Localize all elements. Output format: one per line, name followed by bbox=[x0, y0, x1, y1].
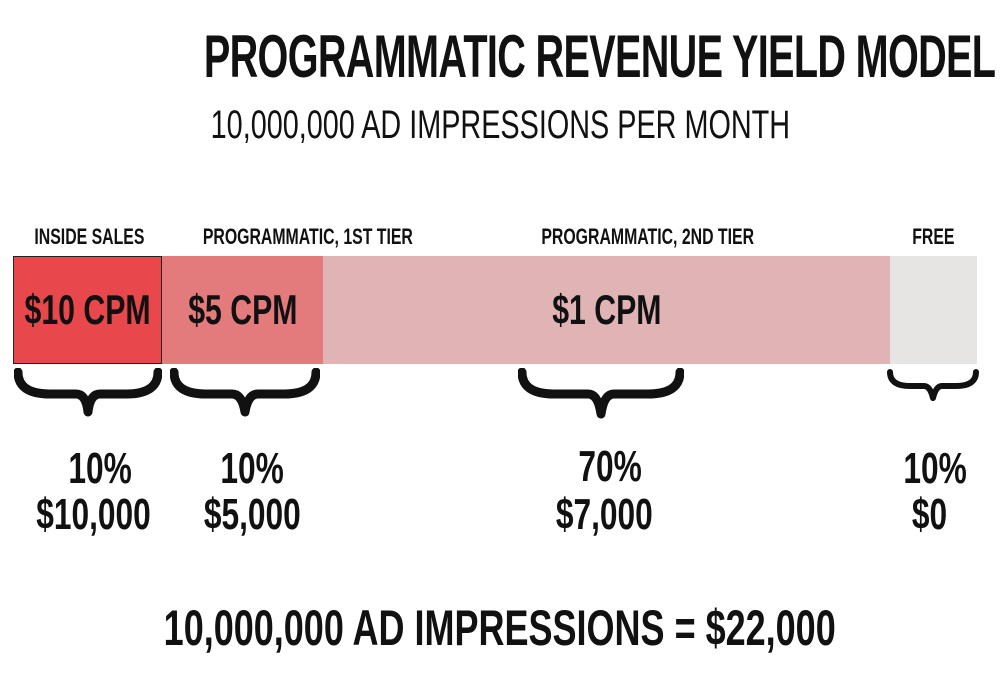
stat-percent-programmatic-tier2: 70% bbox=[578, 442, 642, 491]
diagram-subtitle: 10,000,000 AD IMPRESSIONS PER MONTH bbox=[210, 103, 790, 147]
segment-label-programmatic-tier2: PROGRAMMATIC, 2ND TIER bbox=[541, 224, 755, 249]
cpm-label-programmatic-tier2: $1 CPM bbox=[551, 286, 662, 333]
curly-brace-icon bbox=[887, 369, 979, 401]
total-summary: 10,000,000 AD IMPRESSIONS = $22,000 bbox=[163, 600, 837, 656]
diagram-title: PROGRAMMATIC REVENUE YIELD MODEL bbox=[203, 23, 996, 90]
segment-bar-programmatic-tier2: $1 CPM bbox=[323, 256, 890, 364]
curly-brace-icon bbox=[518, 368, 684, 419]
segment-bar-free bbox=[890, 256, 977, 364]
stat-percent-programmatic-tier1: 10% bbox=[220, 444, 284, 493]
stat-revenue-programmatic-tier2: $7,000 bbox=[555, 490, 653, 539]
segment-label-programmatic-tier1: PROGRAMMATIC, 1ST TIER bbox=[202, 224, 413, 249]
segment-bar-inside-sales: $10 CPM bbox=[13, 256, 162, 364]
cpm-label-programmatic-tier1: $5 CPM bbox=[187, 286, 298, 333]
stat-revenue-programmatic-tier1: $5,000 bbox=[203, 490, 301, 539]
stat-percent-free: 10% bbox=[903, 444, 967, 493]
cpm-label-inside-sales: $10 CPM bbox=[24, 286, 151, 333]
segment-label-free: FREE bbox=[912, 224, 955, 249]
stat-revenue-free: $0 bbox=[911, 490, 947, 539]
segment-label-inside-sales: INSIDE SALES bbox=[34, 224, 145, 249]
stat-revenue-inside-sales: $10,000 bbox=[36, 490, 152, 539]
stat-percent-inside-sales: 10% bbox=[68, 444, 132, 493]
curly-brace-icon bbox=[14, 368, 162, 417]
segment-bar-programmatic-tier1: $5 CPM bbox=[162, 256, 323, 364]
curly-brace-icon bbox=[170, 368, 320, 417]
